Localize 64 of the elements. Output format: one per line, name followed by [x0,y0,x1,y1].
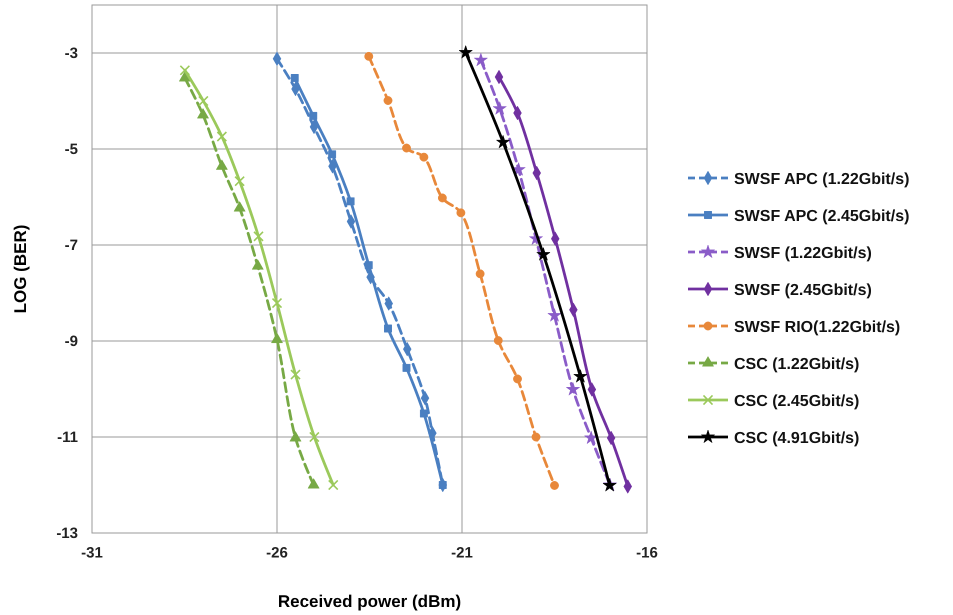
legend-label: SWSF APC (2.45Gbit/s) [734,208,910,225]
point [180,64,190,76]
point [290,431,302,442]
point [573,369,588,382]
point [476,269,485,278]
point [566,382,580,396]
point [474,52,488,66]
y-axis-title: LOG (BER) [11,224,30,314]
point [216,131,228,142]
point [309,432,320,442]
legend-label: SWSF APC (1.22Gbit/s) [734,171,910,188]
point [309,112,318,120]
point [402,364,410,372]
x-tick-label: -16 [636,544,658,562]
legend-label: SWSF RIO(1.22Gbit/s) [734,319,900,336]
legend-label: SWSF (1.22Gbit/s) [734,245,872,262]
point [532,432,540,442]
legend-label: CSC (1.22Gbit/s) [734,356,860,373]
point [513,374,522,384]
point [197,108,209,118]
point [402,144,411,152]
point [456,208,466,218]
y-tick-label: -9 [64,332,78,350]
y-tick-label: -13 [56,524,78,542]
point [384,96,392,105]
point [438,194,447,202]
point [550,481,559,490]
point [290,369,301,380]
y-tick-label: -3 [64,44,78,62]
point [328,150,336,158]
x-tick-label: -26 [266,544,288,562]
x-tick-label: -21 [451,544,473,562]
point [420,410,428,418]
point [234,201,246,212]
point [290,74,299,82]
point [271,332,283,344]
point [419,152,428,162]
point [548,308,562,322]
point [458,45,473,58]
point [492,101,507,115]
y-tick-label: -11 [57,428,78,446]
point [364,52,374,61]
point [234,176,245,186]
point [364,261,373,270]
point [216,160,228,170]
point [494,336,503,345]
point [438,481,447,489]
x-axis-title: Received power (dBm) [278,592,462,611]
point [198,96,209,106]
point [328,480,339,490]
point [496,135,510,148]
y-tick-label: -5 [64,140,78,158]
point [346,197,355,206]
legend-label: CSC (4.91Gbit/s) [734,430,860,447]
point [308,478,320,489]
point [536,247,550,261]
x-tick-label: -31 [81,544,103,562]
point [253,231,264,242]
point [272,298,282,308]
legend-label: SWSF (2.45Gbit/s) [734,282,872,299]
point [252,259,264,270]
legend-label: CSC (2.45Gbit/s) [734,393,860,410]
point [384,324,392,332]
y-tick-label: -7 [64,236,78,254]
